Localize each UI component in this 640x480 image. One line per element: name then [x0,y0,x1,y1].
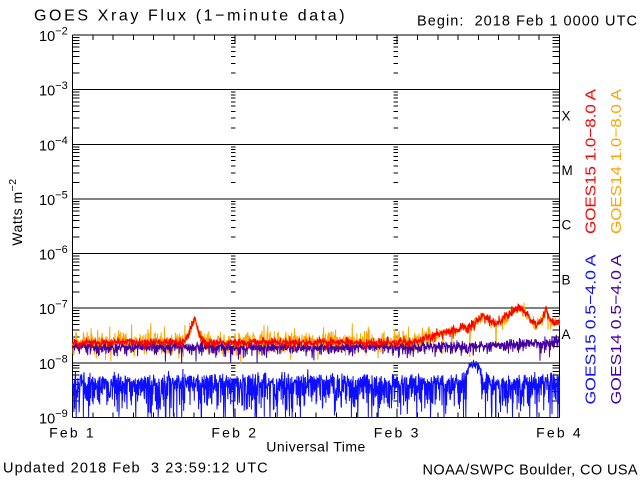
svg-text:GOES14 1.0−8.0 A: GOES14 1.0−8.0 A [608,89,625,234]
svg-text:Feb 1: Feb 1 [49,425,96,441]
svg-text:Universal Time: Universal Time [266,439,366,455]
svg-text:GOES15 0.5−4.0 A: GOES15 0.5−4.0 A [583,255,600,405]
svg-text:GOES15 1.0−8.0 A: GOES15 1.0−8.0 A [583,89,600,234]
svg-text:Updated 2018 Feb 3 23:59:12 U: Updated 2018 Feb 3 23:59:12 UTC [3,461,269,477]
svg-text:GOES Xray Flux (1−minute data): GOES Xray Flux (1−minute data) [34,8,347,25]
svg-text:Begin: 2018 Feb 1 0000 UTC: Begin: 2018 Feb 1 0000 UTC [417,14,638,30]
svg-text:A: A [562,327,571,342]
svg-text:C: C [562,218,572,233]
svg-text:Feb 4: Feb 4 [536,425,583,441]
svg-text:NOAA/SWPC Boulder, CO USA: NOAA/SWPC Boulder, CO USA [423,463,638,479]
svg-text:Watts m−2: Watts m−2 [7,178,25,245]
svg-text:GOES14 0.5−4.0 A: GOES14 0.5−4.0 A [608,255,625,405]
svg-text:X: X [562,109,571,124]
svg-text:M: M [562,163,573,178]
svg-text:Feb 3: Feb 3 [374,425,421,441]
svg-text:B: B [562,272,571,287]
svg-text:Feb 2: Feb 2 [211,425,258,441]
